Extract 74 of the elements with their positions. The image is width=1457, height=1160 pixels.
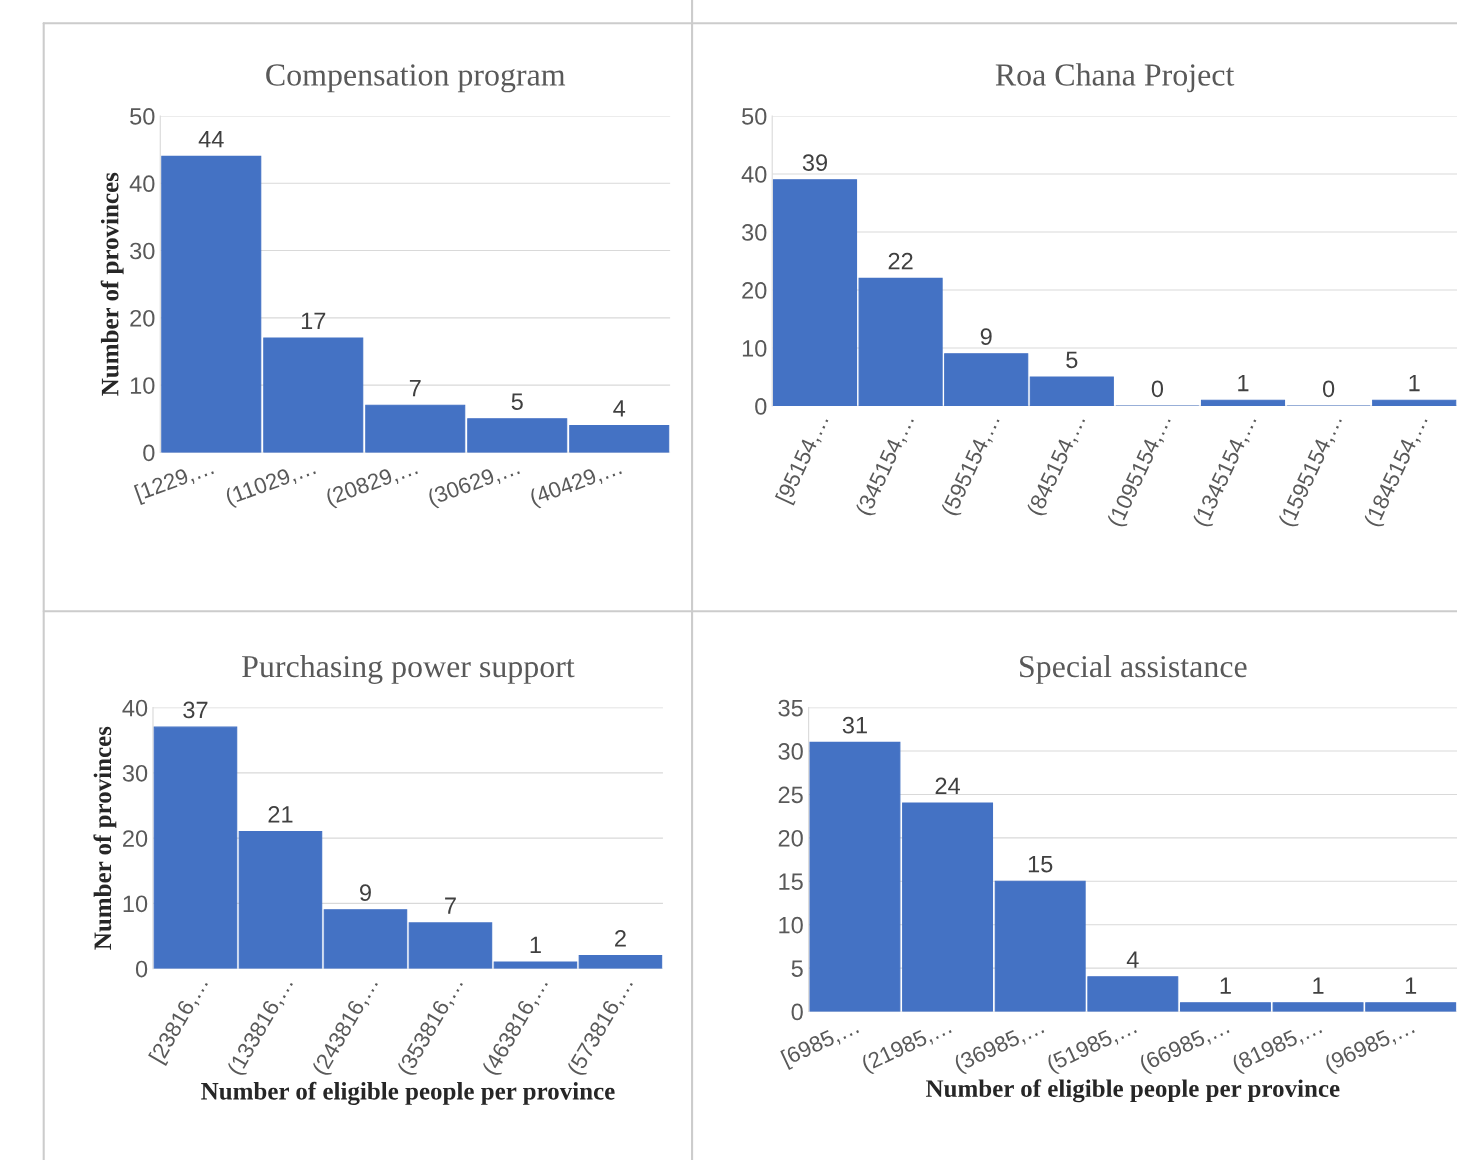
y-axis-title: Number of provinces xyxy=(93,726,117,950)
y-tick-label: 50 xyxy=(742,108,767,125)
data-label: 7 xyxy=(445,897,456,914)
y-tick-label: 0 xyxy=(755,398,767,415)
bar xyxy=(493,961,578,969)
data-label: 31 xyxy=(842,716,867,734)
y-tick-label: 30 xyxy=(122,764,148,782)
y-tick-label: 0 xyxy=(143,444,155,462)
bar xyxy=(153,726,238,969)
x-axis-title: Number of eligible people per province xyxy=(925,1079,1340,1103)
bar xyxy=(408,922,493,969)
data-label: 0 xyxy=(1322,380,1335,398)
data-label: 1 xyxy=(1409,374,1420,392)
data-label: 44 xyxy=(198,131,224,148)
y-tick-label: 10 xyxy=(779,916,803,934)
y-tick-label: 10 xyxy=(742,340,767,357)
bar xyxy=(161,155,262,453)
bar xyxy=(323,909,408,969)
data-label: 2 xyxy=(615,930,626,947)
data-label: 22 xyxy=(888,252,913,270)
data-label: 1 xyxy=(530,936,541,954)
y-tick-label: 40 xyxy=(129,175,155,193)
y-tick-label: 30 xyxy=(741,224,767,241)
y-tick-label: 10 xyxy=(130,377,155,394)
bar xyxy=(578,954,663,969)
data-label: 24 xyxy=(935,777,961,795)
y-tick-label: 30 xyxy=(778,743,803,760)
y-tick-label: 40 xyxy=(122,699,148,717)
bar xyxy=(238,831,323,969)
bar xyxy=(1200,399,1286,406)
data-label: 17 xyxy=(301,312,326,329)
y-axis-title: Number of provinces xyxy=(100,172,124,396)
y-tick-label: 5 xyxy=(791,960,803,977)
bar xyxy=(263,337,364,453)
data-label: 7 xyxy=(409,379,421,397)
chart-title: Purchasing power support xyxy=(242,654,575,684)
chart-title: Compensation program xyxy=(266,64,566,93)
y-tick-label: 20 xyxy=(130,309,155,327)
data-label: 37 xyxy=(183,701,208,719)
bar xyxy=(467,418,568,453)
data-label: 4 xyxy=(613,400,626,417)
y-tick-label: 35 xyxy=(778,699,803,717)
chart-title: Special assistance xyxy=(1020,654,1247,684)
data-label: 1 xyxy=(1220,977,1231,994)
y-tick-label: 50 xyxy=(130,108,155,125)
y-tick-label: 10 xyxy=(123,895,148,913)
y-tick-label: 20 xyxy=(742,282,767,299)
x-tick-label: [1229,… xyxy=(133,467,214,505)
data-label: 9 xyxy=(360,884,371,902)
y-tick-label: 25 xyxy=(778,786,803,804)
data-label: 0 xyxy=(1151,380,1164,398)
data-label: 9 xyxy=(980,328,992,345)
data-label: 5 xyxy=(1066,351,1078,369)
y-tick-label: 0 xyxy=(135,960,148,978)
bar xyxy=(1029,376,1114,406)
data-label: 1 xyxy=(1313,977,1324,994)
bar xyxy=(569,424,670,453)
y-tick-label: 20 xyxy=(123,830,148,847)
data-label: 1 xyxy=(1405,977,1417,994)
data-label: 1 xyxy=(1238,374,1249,392)
bar xyxy=(1372,399,1457,406)
data-label: 15 xyxy=(1028,855,1053,873)
data-label: 39 xyxy=(802,154,828,171)
y-tick-label: 20 xyxy=(778,829,803,847)
y-tick-label: 30 xyxy=(130,242,155,260)
x-axis-title: Number of eligible people per province xyxy=(201,1081,615,1105)
data-label: 5 xyxy=(511,393,523,410)
bar xyxy=(365,404,466,453)
data-label: 21 xyxy=(268,806,293,823)
y-tick-label: 40 xyxy=(741,166,767,183)
y-tick-label: 15 xyxy=(779,873,803,891)
chart-title: Roa Chana Project xyxy=(995,63,1235,93)
data-label: 4 xyxy=(1126,951,1139,968)
y-tick-label: 0 xyxy=(791,1003,803,1021)
